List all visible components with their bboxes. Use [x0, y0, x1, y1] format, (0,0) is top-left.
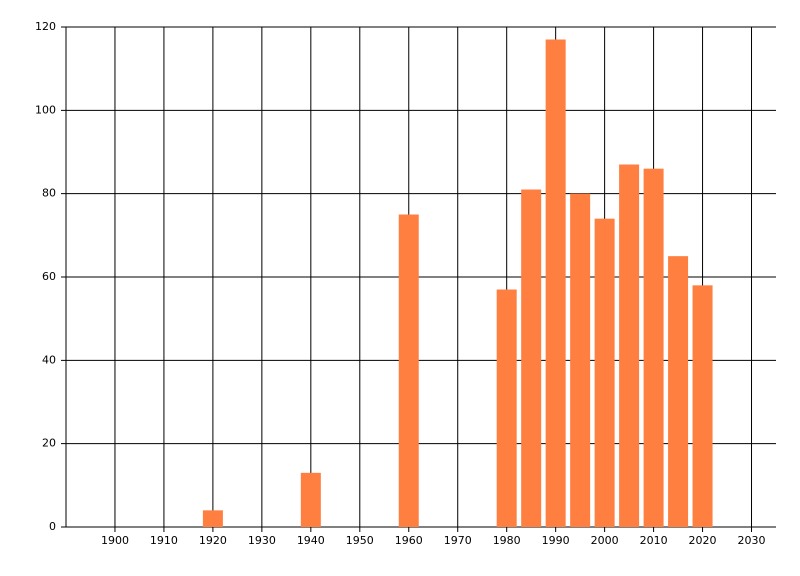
bar	[496, 289, 517, 527]
bar	[545, 39, 566, 527]
x-tick-label: 1970	[444, 534, 472, 547]
x-tick-label: 1990	[542, 534, 570, 547]
bar	[570, 193, 591, 527]
bar	[398, 214, 419, 527]
x-tick-label: 2000	[591, 534, 619, 547]
x-tick-label: 2020	[689, 534, 717, 547]
x-tick-label: 1900	[101, 534, 129, 547]
bar	[692, 285, 713, 527]
y-tick-label: 0	[49, 520, 56, 533]
y-tick-label: 60	[42, 270, 56, 283]
bar	[300, 472, 321, 527]
y-tick-label: 120	[35, 20, 56, 33]
bar	[594, 218, 615, 527]
x-tick-label: 1950	[346, 534, 374, 547]
bar	[202, 510, 223, 527]
x-tick-label: 1920	[199, 534, 227, 547]
bar	[668, 256, 689, 527]
x-tick-label: 1930	[248, 534, 276, 547]
x-tick-label: 1910	[150, 534, 178, 547]
x-tick-label: 1960	[395, 534, 423, 547]
bar	[643, 168, 664, 527]
bar	[619, 164, 640, 527]
x-tick-label: 1940	[297, 534, 325, 547]
x-tick-label: 1980	[493, 534, 521, 547]
x-tick-label: 2010	[640, 534, 668, 547]
y-tick-label: 100	[35, 103, 56, 116]
y-tick-label: 80	[42, 187, 56, 200]
y-tick-label: 40	[42, 353, 56, 366]
y-tick-label: 20	[42, 437, 56, 450]
bar	[521, 189, 542, 527]
x-tick-label: 2030	[738, 534, 766, 547]
